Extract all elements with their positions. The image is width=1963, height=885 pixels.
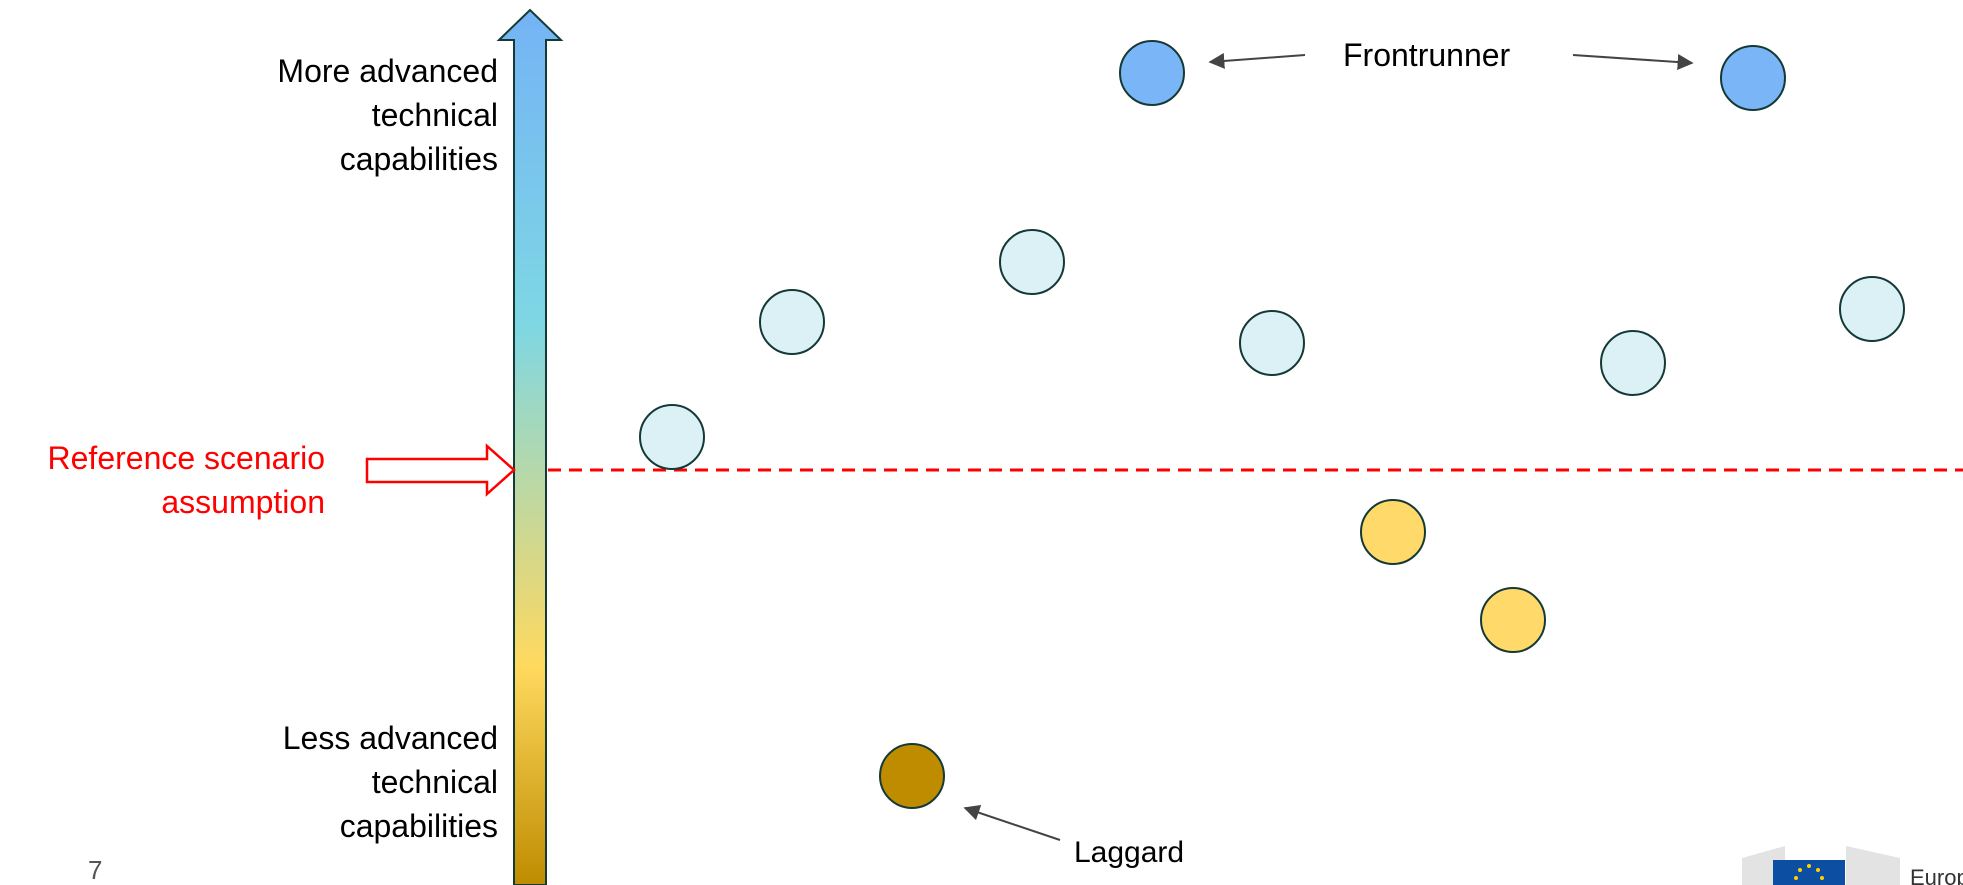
low-capability-label: Less advanced technical capabilities: [283, 716, 498, 848]
frontrunner-arrow-right: [1572, 54, 1694, 71]
laggard-node: [879, 743, 945, 809]
neutral-node: [759, 289, 825, 355]
frontrunner-node: [1119, 40, 1185, 106]
reference-scenario-label: Reference scenario assumption: [48, 436, 325, 524]
below-reference-node: [1480, 587, 1546, 653]
frontrunner-arrow-left: [1208, 52, 1306, 69]
eu-flag-icon: [1773, 860, 1845, 885]
capability-axis-arrow: [496, 8, 564, 885]
neutral-node: [1239, 310, 1305, 376]
eu-commission-logo: Europ: [1742, 846, 1963, 885]
frontrunner-label: Frontrunner: [1343, 37, 1511, 73]
reference-line-2: assumption: [161, 484, 325, 520]
neutral-node: [1839, 276, 1905, 342]
svg-text:Europ: Europ: [1910, 865, 1963, 885]
laggard-arrow: [963, 805, 1061, 841]
low-capability-line-1: Less advanced: [282, 720, 498, 756]
laggard-label: Laggard: [1074, 836, 1185, 869]
high-capability-label: More advanced technical capabilities: [277, 49, 498, 181]
neutral-node: [1600, 330, 1666, 396]
reference-pointer-arrow: [365, 443, 516, 497]
reference-line-1: Reference scenario: [47, 440, 325, 476]
high-capability-line-1: More advanced: [277, 53, 498, 89]
neutral-node: [999, 229, 1065, 295]
low-capability-line-2: technical: [371, 764, 498, 800]
frontrunner-node: [1720, 45, 1786, 111]
building-lines-icon-right: [1846, 846, 1900, 885]
page-number: 7: [88, 855, 103, 885]
high-capability-line-2: technical: [371, 97, 498, 133]
below-reference-node: [1360, 499, 1426, 565]
high-capability-line-3: capabilities: [339, 141, 498, 177]
country-nodes: [639, 40, 1905, 809]
neutral-node: [639, 404, 705, 470]
low-capability-line-3: capabilities: [339, 808, 498, 844]
